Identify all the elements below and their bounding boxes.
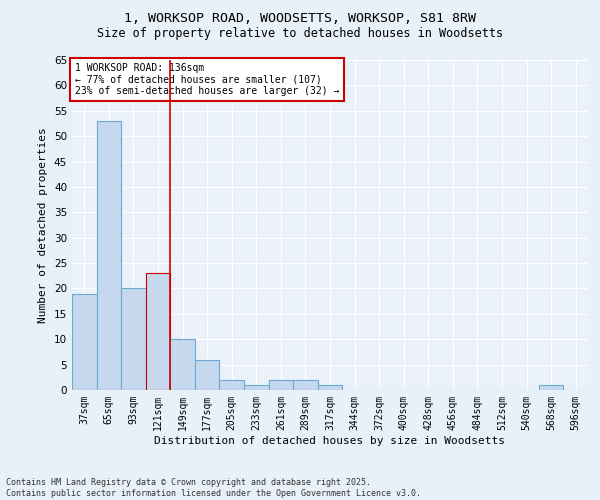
Bar [146, 273, 170, 390]
Text: 1 WORKSOP ROAD: 136sqm
← 77% of detached houses are smaller (107)
23% of semi-de: 1 WORKSOP ROAD: 136sqm ← 77% of detached… [74, 64, 339, 96]
Y-axis label: Number of detached properties: Number of detached properties [38, 127, 49, 323]
Bar [318, 385, 342, 390]
Text: Size of property relative to detached houses in Woodsetts: Size of property relative to detached ho… [97, 28, 503, 40]
Text: Contains HM Land Registry data © Crown copyright and database right 2025.
Contai: Contains HM Land Registry data © Crown c… [6, 478, 421, 498]
Bar [97, 121, 121, 390]
Bar [220, 380, 244, 390]
Bar [293, 380, 318, 390]
Bar [72, 294, 97, 390]
Text: 1, WORKSOP ROAD, WOODSETTS, WORKSOP, S81 8RW: 1, WORKSOP ROAD, WOODSETTS, WORKSOP, S81… [124, 12, 476, 26]
Bar [244, 385, 269, 390]
Bar [121, 288, 146, 390]
Bar [195, 360, 220, 390]
Bar [170, 339, 195, 390]
Bar [269, 380, 293, 390]
Bar [539, 385, 563, 390]
X-axis label: Distribution of detached houses by size in Woodsetts: Distribution of detached houses by size … [155, 436, 505, 446]
